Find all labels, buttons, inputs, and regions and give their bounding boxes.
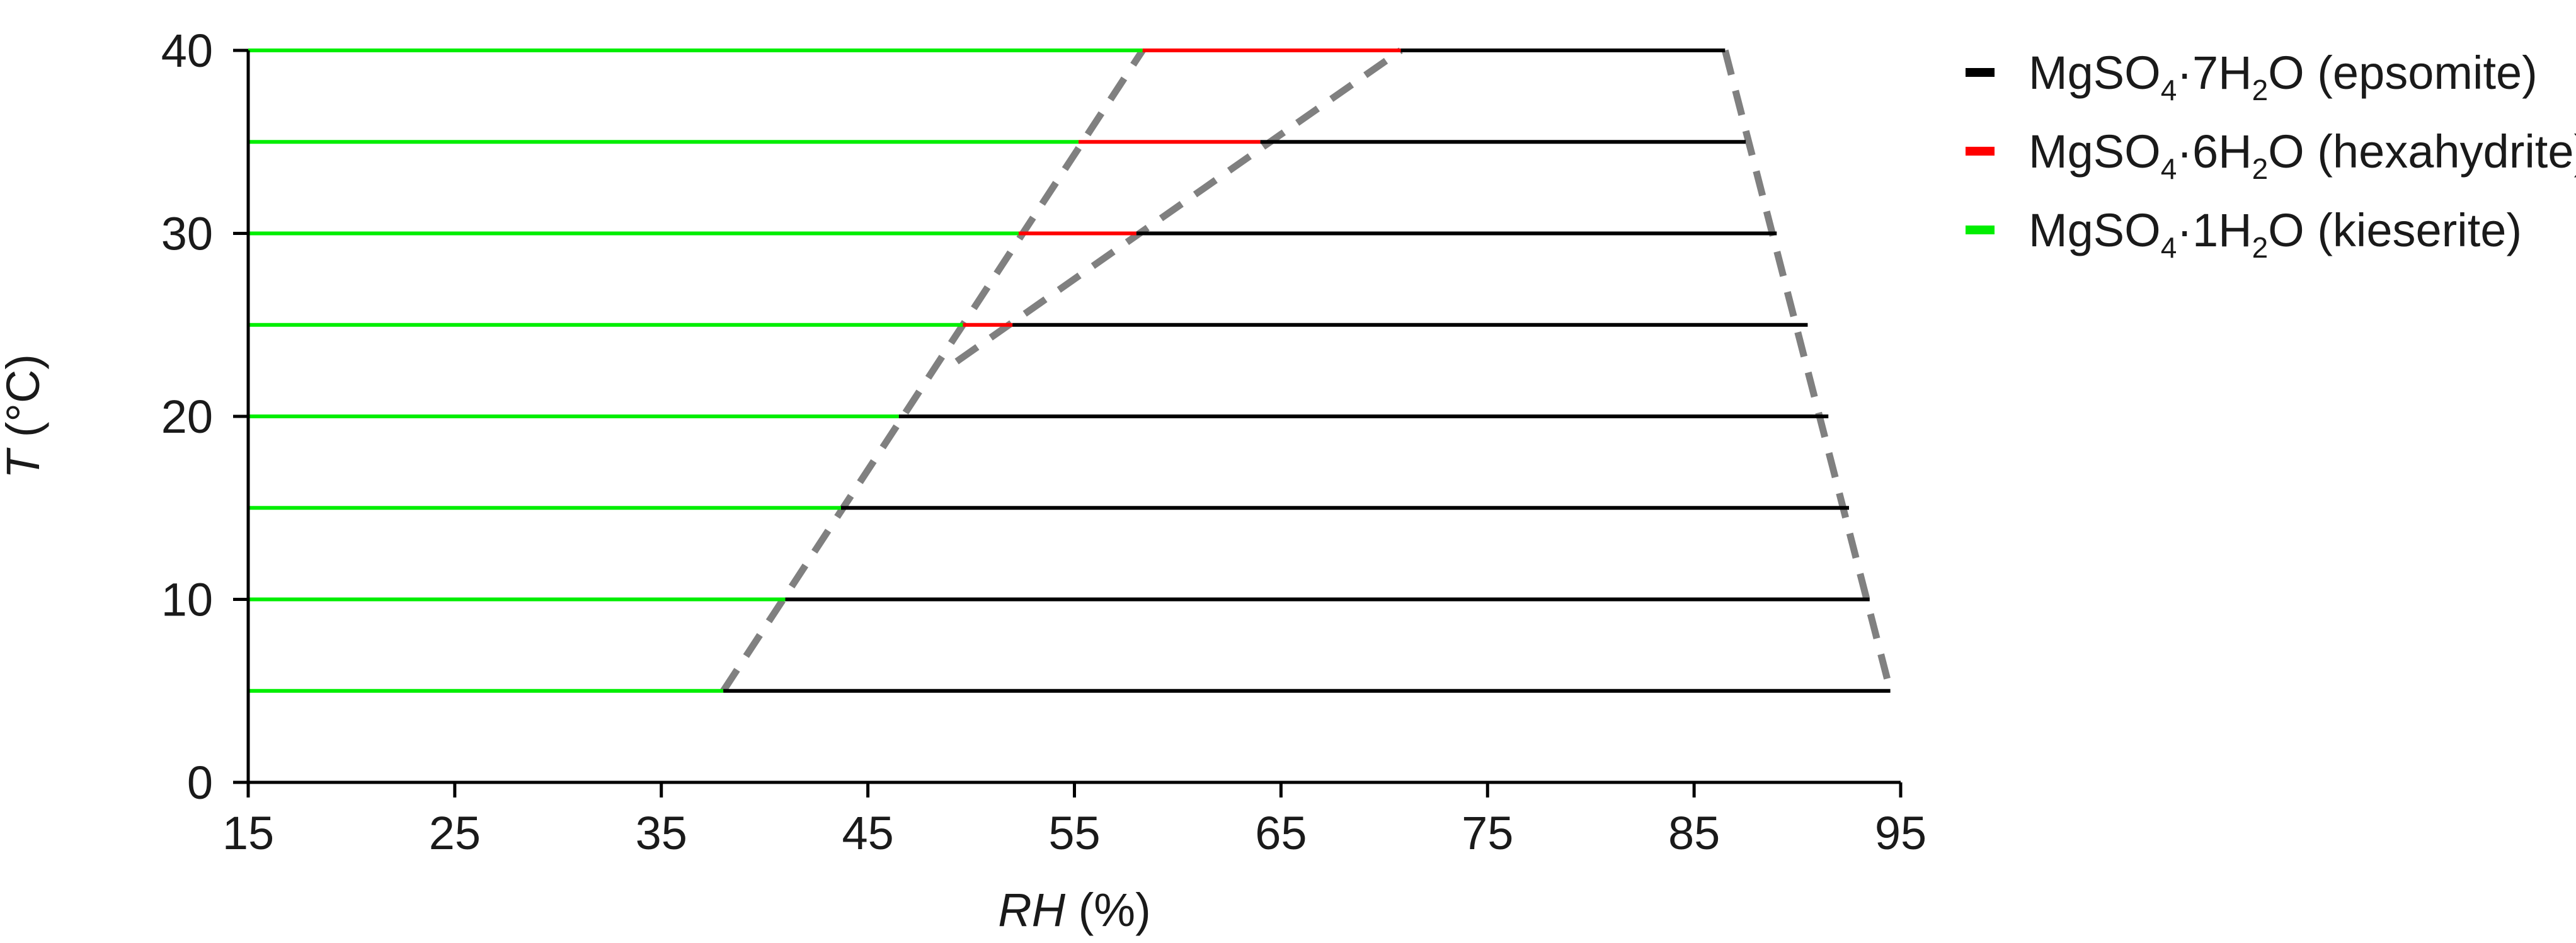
x-tick-label: 65 (1255, 807, 1307, 859)
ticks: 15 25 35 45 55 65 75 85 95 0 10 20 30 40 (161, 25, 1926, 859)
hexahydrite-boundary (954, 47, 1403, 365)
kieserite-boundary (720, 48, 1146, 693)
x-tick-label: 85 (1668, 807, 1720, 859)
legend-label-epsomite: MgSO4·7H2O (epsomite) (2029, 47, 2538, 106)
x-axis-title-symbol: RH (998, 884, 1065, 936)
deliquescence-boundary (1721, 49, 1894, 692)
x-tick-label: 35 (636, 807, 687, 859)
x-tick-label: 25 (429, 807, 481, 859)
boundary-lines (720, 47, 1894, 693)
legend: MgSO4·7H2O (epsomite) MgSO4·6H2O (hexahyd… (1966, 47, 2576, 264)
x-tick-label: 75 (1462, 807, 1513, 859)
x-axis-title: RH (%) (998, 884, 1151, 936)
y-tick-label: 0 (187, 757, 213, 809)
x-tick-label: 45 (842, 807, 893, 859)
x-tick-label: 95 (1875, 807, 1926, 859)
y-axis-title-symbol: T (0, 447, 49, 479)
x-axis-title-unit: (%) (1065, 884, 1151, 936)
y-tick-label: 20 (161, 391, 213, 443)
y-tick-label: 30 (161, 208, 213, 260)
y-tick-label: 40 (161, 25, 213, 77)
legend-label-hexahydrite: MgSO4·6H2O (hexahydrite) (2029, 125, 2576, 185)
x-tick-label: 15 (222, 807, 274, 859)
y-tick-label: 10 (161, 574, 213, 626)
x-tick-label: 55 (1048, 807, 1100, 859)
y-axis-title: T (°C) (0, 354, 49, 479)
y-axis-title-unit: (°C) (0, 354, 49, 450)
phase-segments (248, 49, 1891, 693)
legend-label-kieserite: MgSO4·1H2O (kieserite) (2029, 204, 2522, 264)
